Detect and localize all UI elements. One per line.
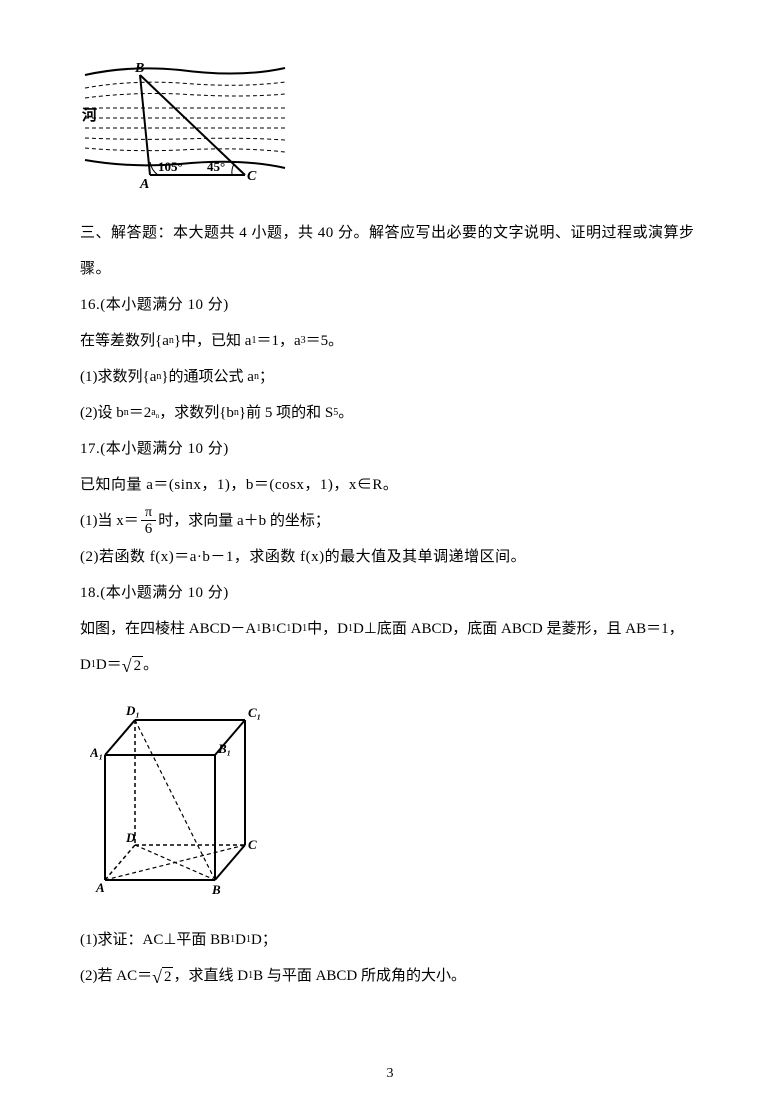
q17-head: 17.(本小题满分 10 分) bbox=[80, 431, 700, 467]
q18-stem: 如图，在四棱柱 ABCD－A1B1C1D1 中，D1D⊥底面 ABCD，底面 A… bbox=[80, 611, 700, 647]
text: D bbox=[235, 922, 246, 958]
text: }前 5 项的和 S bbox=[239, 395, 333, 431]
q17-stem: 已知向量 a＝(sinx，1)，b＝(cosx，1)，x∈R。 bbox=[80, 467, 700, 503]
label-C1: C₁ bbox=[248, 705, 261, 720]
text: ，求数列{b bbox=[159, 395, 234, 431]
page-number: 3 bbox=[0, 1066, 780, 1082]
text: }的通项公式 a bbox=[161, 359, 254, 395]
label-B: B bbox=[211, 882, 221, 897]
text: D bbox=[291, 611, 302, 647]
text: D⊥底面 ABCD，底面 ABCD 是菱形，且 AB＝1， bbox=[353, 611, 684, 647]
q16-p1: (1)求数列{an}的通项公式 an； bbox=[80, 359, 700, 395]
text: (1)求证：AC⊥平面 BB bbox=[80, 922, 230, 958]
q18-p2: (2)若 AC＝ √2 ，求直线 D1B 与平面 ABCD 所成角的大小。 bbox=[80, 958, 700, 994]
section3-heading: 三、解答题：本大题共 4 小题，共 40 分。解答应写出必要的文字说明、证明过程… bbox=[80, 215, 700, 251]
label-D: D bbox=[125, 830, 136, 845]
q18-line2: D1D＝ √2 。 bbox=[80, 647, 700, 683]
text: ，求直线 D bbox=[173, 958, 248, 994]
text: ＝ bbox=[129, 395, 144, 431]
text: ； bbox=[259, 359, 274, 395]
text: 在等差数列{a bbox=[80, 323, 169, 359]
q17-p1: (1)当 x＝ π 6 时，求向量 a＋b 的坐标； bbox=[80, 503, 700, 539]
prism-diagram: D₁ C₁ A₁ B₁ D C A B bbox=[90, 695, 290, 905]
text: 时，求向量 a＋b 的坐标； bbox=[158, 503, 330, 539]
text: (1)当 x＝ bbox=[80, 503, 139, 539]
text: (1)求数列{a bbox=[80, 359, 156, 395]
text: (2)设 b bbox=[80, 395, 124, 431]
text: 。 bbox=[338, 395, 353, 431]
text: 如图，在四棱柱 ABCD－A bbox=[80, 611, 256, 647]
label-D1: D₁ bbox=[125, 703, 140, 718]
sqrt-2-p2: √2 bbox=[152, 967, 173, 986]
label-C: C bbox=[248, 837, 257, 852]
radical-icon: √ bbox=[152, 968, 162, 986]
label-A: A bbox=[139, 177, 149, 190]
label-B1: B₁ bbox=[217, 741, 231, 756]
fraction-pi-6: π 6 bbox=[141, 506, 157, 537]
text: ＝1，a bbox=[256, 323, 300, 359]
q18-head: 18.(本小题满分 10 分) bbox=[80, 575, 700, 611]
label-B: B bbox=[134, 61, 144, 76]
exponent: an bbox=[151, 401, 159, 425]
text: C bbox=[276, 611, 286, 647]
base: 2 bbox=[144, 395, 152, 431]
q16-p2: (2)设 bn＝2an，求数列{bn}前 5 项的和 S5。 bbox=[80, 395, 700, 431]
river-diagram: B A C 105° 45° 河 bbox=[80, 60, 290, 190]
text: 。 bbox=[143, 647, 158, 683]
q17-p2: (2)若函数 f(x)＝a·b－1，求函数 f(x)的最大值及其单调递增区间。 bbox=[80, 539, 700, 575]
radical-icon: √ bbox=[122, 657, 132, 675]
text: D bbox=[80, 647, 91, 683]
text: B bbox=[261, 611, 271, 647]
page: B A C 105° 45° 河 三、解答题：本大题共 4 小题，共 40 分。… bbox=[0, 0, 780, 1102]
q18-p1: (1)求证：AC⊥平面 BB1D1D； bbox=[80, 922, 700, 958]
text: }中，已知 a bbox=[174, 323, 252, 359]
label-A: A bbox=[95, 880, 105, 895]
label-A1: A₁ bbox=[90, 745, 103, 760]
section3-heading-cont: 骤。 bbox=[80, 251, 700, 287]
text: 中，D bbox=[307, 611, 348, 647]
denominator: 6 bbox=[141, 520, 157, 537]
q16-stem: 在等差数列{an}中，已知 a1＝1，a3＝5。 bbox=[80, 323, 700, 359]
text: B 与平面 ABCD 所成角的大小。 bbox=[253, 958, 466, 994]
text: (2)若 AC＝ bbox=[80, 958, 152, 994]
arg: 2 bbox=[162, 967, 174, 986]
text: D＝ bbox=[96, 647, 122, 683]
text: ＝5。 bbox=[306, 323, 344, 359]
text: D； bbox=[251, 922, 277, 958]
q16-head: 16.(本小题满分 10 分) bbox=[80, 287, 700, 323]
angle-45: 45° bbox=[207, 159, 225, 174]
sqrt-2: √2 bbox=[122, 656, 143, 675]
arg: 2 bbox=[132, 656, 144, 675]
numerator: π bbox=[143, 506, 154, 520]
angle-105: 105° bbox=[158, 159, 183, 174]
label-C: C bbox=[247, 169, 257, 184]
label-river: 河 bbox=[82, 106, 97, 124]
